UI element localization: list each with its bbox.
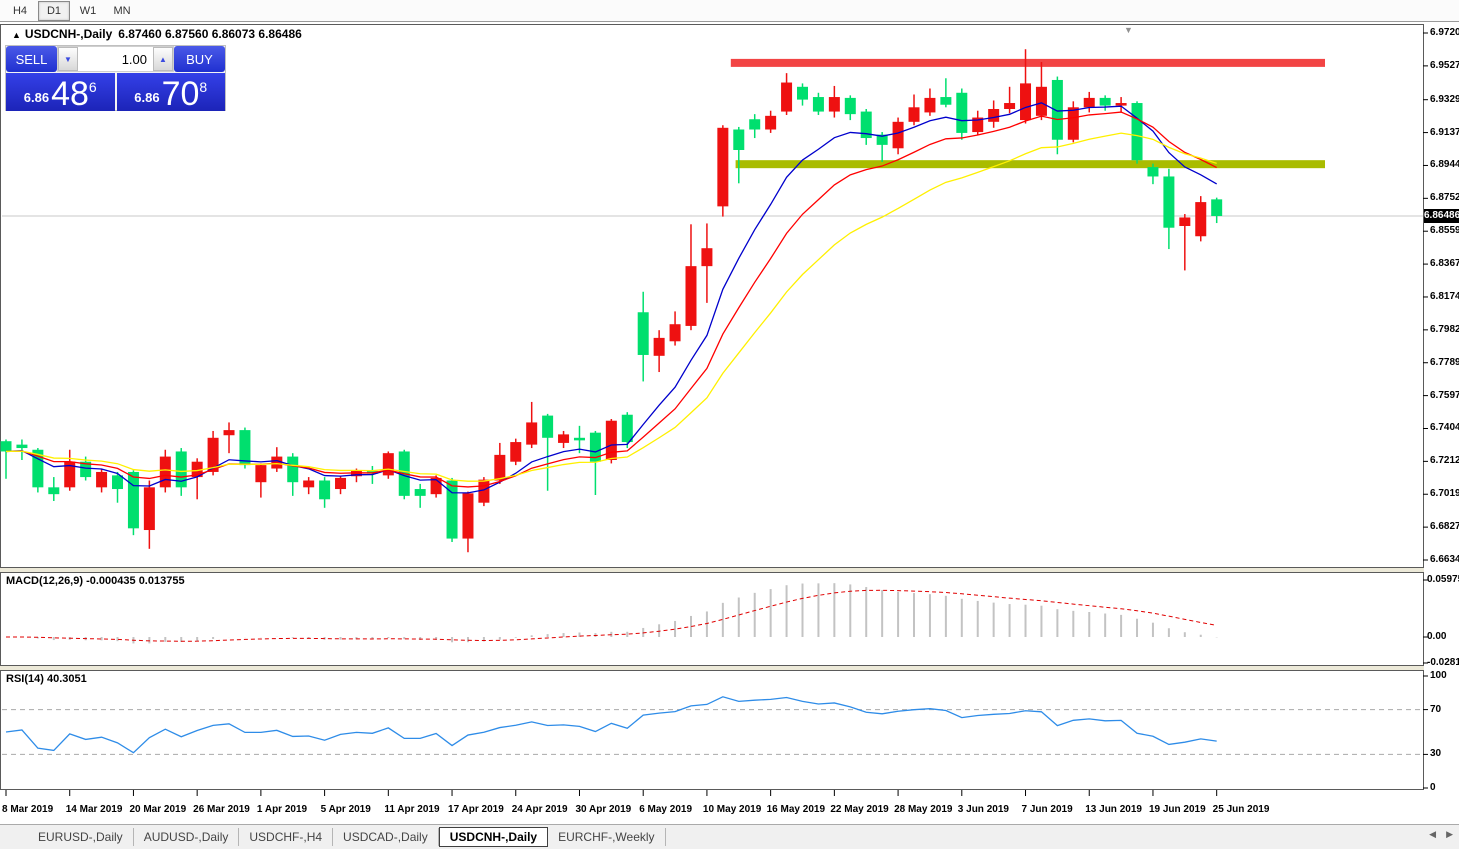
date-tick-label: 19 Jun 2019 [1148,804,1206,815]
price-tick-label: 6.85595 [1430,225,1459,237]
buy-price-box[interactable]: 6.86 70 8 [116,73,225,113]
macd-label: MACD(12,26,9) -0.000435 0.013755 [6,575,185,587]
one-click-trading-panel: SELL ▼ 1.00 ▲ BUY 6.86 48 6 6.86 70 8 [5,45,226,111]
ohlc-values: 6.87460 6.87560 6.86073 6.86486 [118,27,302,41]
price-tick-label: 6.91370 [1430,126,1459,138]
current-price-label: 6.86486 [1424,208,1459,223]
date-tick-label: 3 Jun 2019 [957,804,1009,815]
date-tick-label: 1 Apr 2019 [256,804,308,815]
collapse-arrow-icon[interactable]: ▲ [12,30,21,40]
price-tick-label: 6.97200 [1430,27,1459,38]
buy-price-main: 70 [161,75,200,113]
price-tick-label: 6.77895 [1430,356,1459,368]
date-tick-label: 11 Apr 2019 [384,804,440,815]
rsi-tick-label: 30 [1430,748,1442,760]
date-tick-label: 6 May 2019 [639,804,693,815]
chart-title: ▲ USDCNH-,Daily 6.87460 6.87560 6.86073 6.… [12,27,302,41]
price-tick-label: 6.66345 [1430,554,1459,565]
rsi-label: RSI(14) 40.3051 [6,673,87,685]
sell-price-box[interactable]: 6.86 48 6 [6,73,115,111]
buy-price-prefix: 6.86 [134,90,160,105]
symbol-title: USDCNH-,Daily [24,27,113,41]
date-tick-label: 30 Apr 2019 [575,804,632,815]
price-tick-label: 6.72120 [1430,455,1459,467]
price-tick-label: 6.87520 [1430,192,1459,204]
price-tick-label: 6.81745 [1430,290,1459,302]
macd-tick-label: 0.059758 [1427,573,1459,585]
date-tick-label: 25 Jun 2019 [1212,804,1270,815]
chart-tabs-bar: EURUSD-,Daily AUDUSD-,Daily USDCHF-,H4 U… [0,824,1459,849]
rsi-name: RSI(14) [6,673,44,685]
date-tick-label: 10 May 2019 [702,804,762,815]
rsi-panel[interactable] [0,670,1424,790]
panel-separator[interactable] [0,666,1424,670]
rsi-tick-label: 100 [1430,670,1447,681]
date-tick-label: 26 Mar 2019 [193,804,250,815]
sell-button[interactable]: SELL [6,46,57,72]
price-tick-label: 6.89445 [1430,159,1459,171]
tabs-scroll-left-icon[interactable]: ◀ [1429,829,1437,839]
tab-eurchf-weekly[interactable]: EURCHF-,Weekly [548,828,666,846]
volume-up-button[interactable]: ▲ [153,47,173,71]
price-tick-label: 6.74045 [1430,422,1459,434]
date-tick-label: 5 Apr 2019 [320,804,371,815]
date-tick-label: 8 Mar 2019 [2,804,54,815]
panel-separator[interactable] [0,568,1424,572]
date-tick-label: 16 May 2019 [766,804,826,815]
tab-usdcad-daily[interactable]: USDCAD-,Daily [333,828,439,846]
rsi-tick-label: 70 [1430,703,1442,715]
date-tick-label: 24 Apr 2019 [511,804,568,815]
sell-price-sup: 6 [88,79,97,95]
tab-usdcnh-daily[interactable]: USDCNH-,Daily [438,827,549,847]
date-tick-label: 20 Mar 2019 [129,804,187,815]
tab-audusd-daily[interactable]: AUDUSD-,Daily [134,828,240,846]
date-tick-label: 28 May 2019 [894,804,953,815]
rsi-tick-label: 0 [1430,782,1436,793]
chart-shift-marker-icon[interactable]: ▼ [1124,25,1133,35]
price-tick-label: 6.75970 [1430,389,1459,401]
timeframe-mn-button[interactable]: MN [113,4,131,17]
price-tick-label: 6.79820 [1430,323,1459,335]
sell-price-prefix: 6.86 [23,90,50,105]
buy-button[interactable]: BUY [174,46,225,72]
date-tick-label: 14 Mar 2019 [65,804,123,815]
macd-name: MACD(12,26,9) [6,575,84,587]
volume-down-button[interactable]: ▼ [58,47,78,71]
date-tick-label: 7 Jun 2019 [1021,804,1073,815]
timeframe-w1-button[interactable]: W1 [79,4,97,17]
tab-scroll-arrows: ◀ ▶ [1429,829,1453,840]
price-tick-label: 6.95275 [1430,59,1459,71]
rsi-value: 40.3051 [46,673,87,685]
date-axis: 8 Mar 2019 14 Mar 2019 20 Mar 2019 26 Mar 2… [0,790,1424,824]
tabs-scroll-right-icon[interactable]: ▶ [1446,829,1453,839]
macd-values: -0.000435 0.013755 [86,575,185,587]
tab-usdchf-h4[interactable]: USDCHF-,H4 [239,828,334,846]
macd-panel[interactable] [0,572,1424,666]
timeframe-h4-button[interactable]: H4 [12,4,28,17]
macd-tick-label: -0.02816 [1427,657,1459,668]
price-tick-label: 6.83670 [1430,258,1459,270]
price-tick-label: 6.93295 [1430,93,1459,105]
price-tick-label: 6.68270 [1430,521,1459,533]
date-tick-label: 13 Jun 2019 [1085,804,1142,815]
volume-spinner: ▼ 1.00 ▲ [57,46,174,72]
sell-price-main: 48 [51,75,89,113]
macd-tick-label: 0.00 [1427,631,1447,642]
price-axis [1424,24,1459,824]
timeframe-d1-button[interactable]: D1 [38,0,70,21]
buy-price-sup: 8 [199,79,208,95]
tab-eurusd-daily[interactable]: EURUSD-,Daily [28,828,134,846]
date-tick-label: 17 Apr 2019 [448,804,504,815]
date-tick-label: 22 May 2019 [830,804,889,815]
volume-input[interactable]: 1.00 [78,47,153,71]
timeframe-toolbar: H4 D1 W1 MN [0,0,1459,22]
price-tick-label: 6.70195 [1430,488,1459,500]
